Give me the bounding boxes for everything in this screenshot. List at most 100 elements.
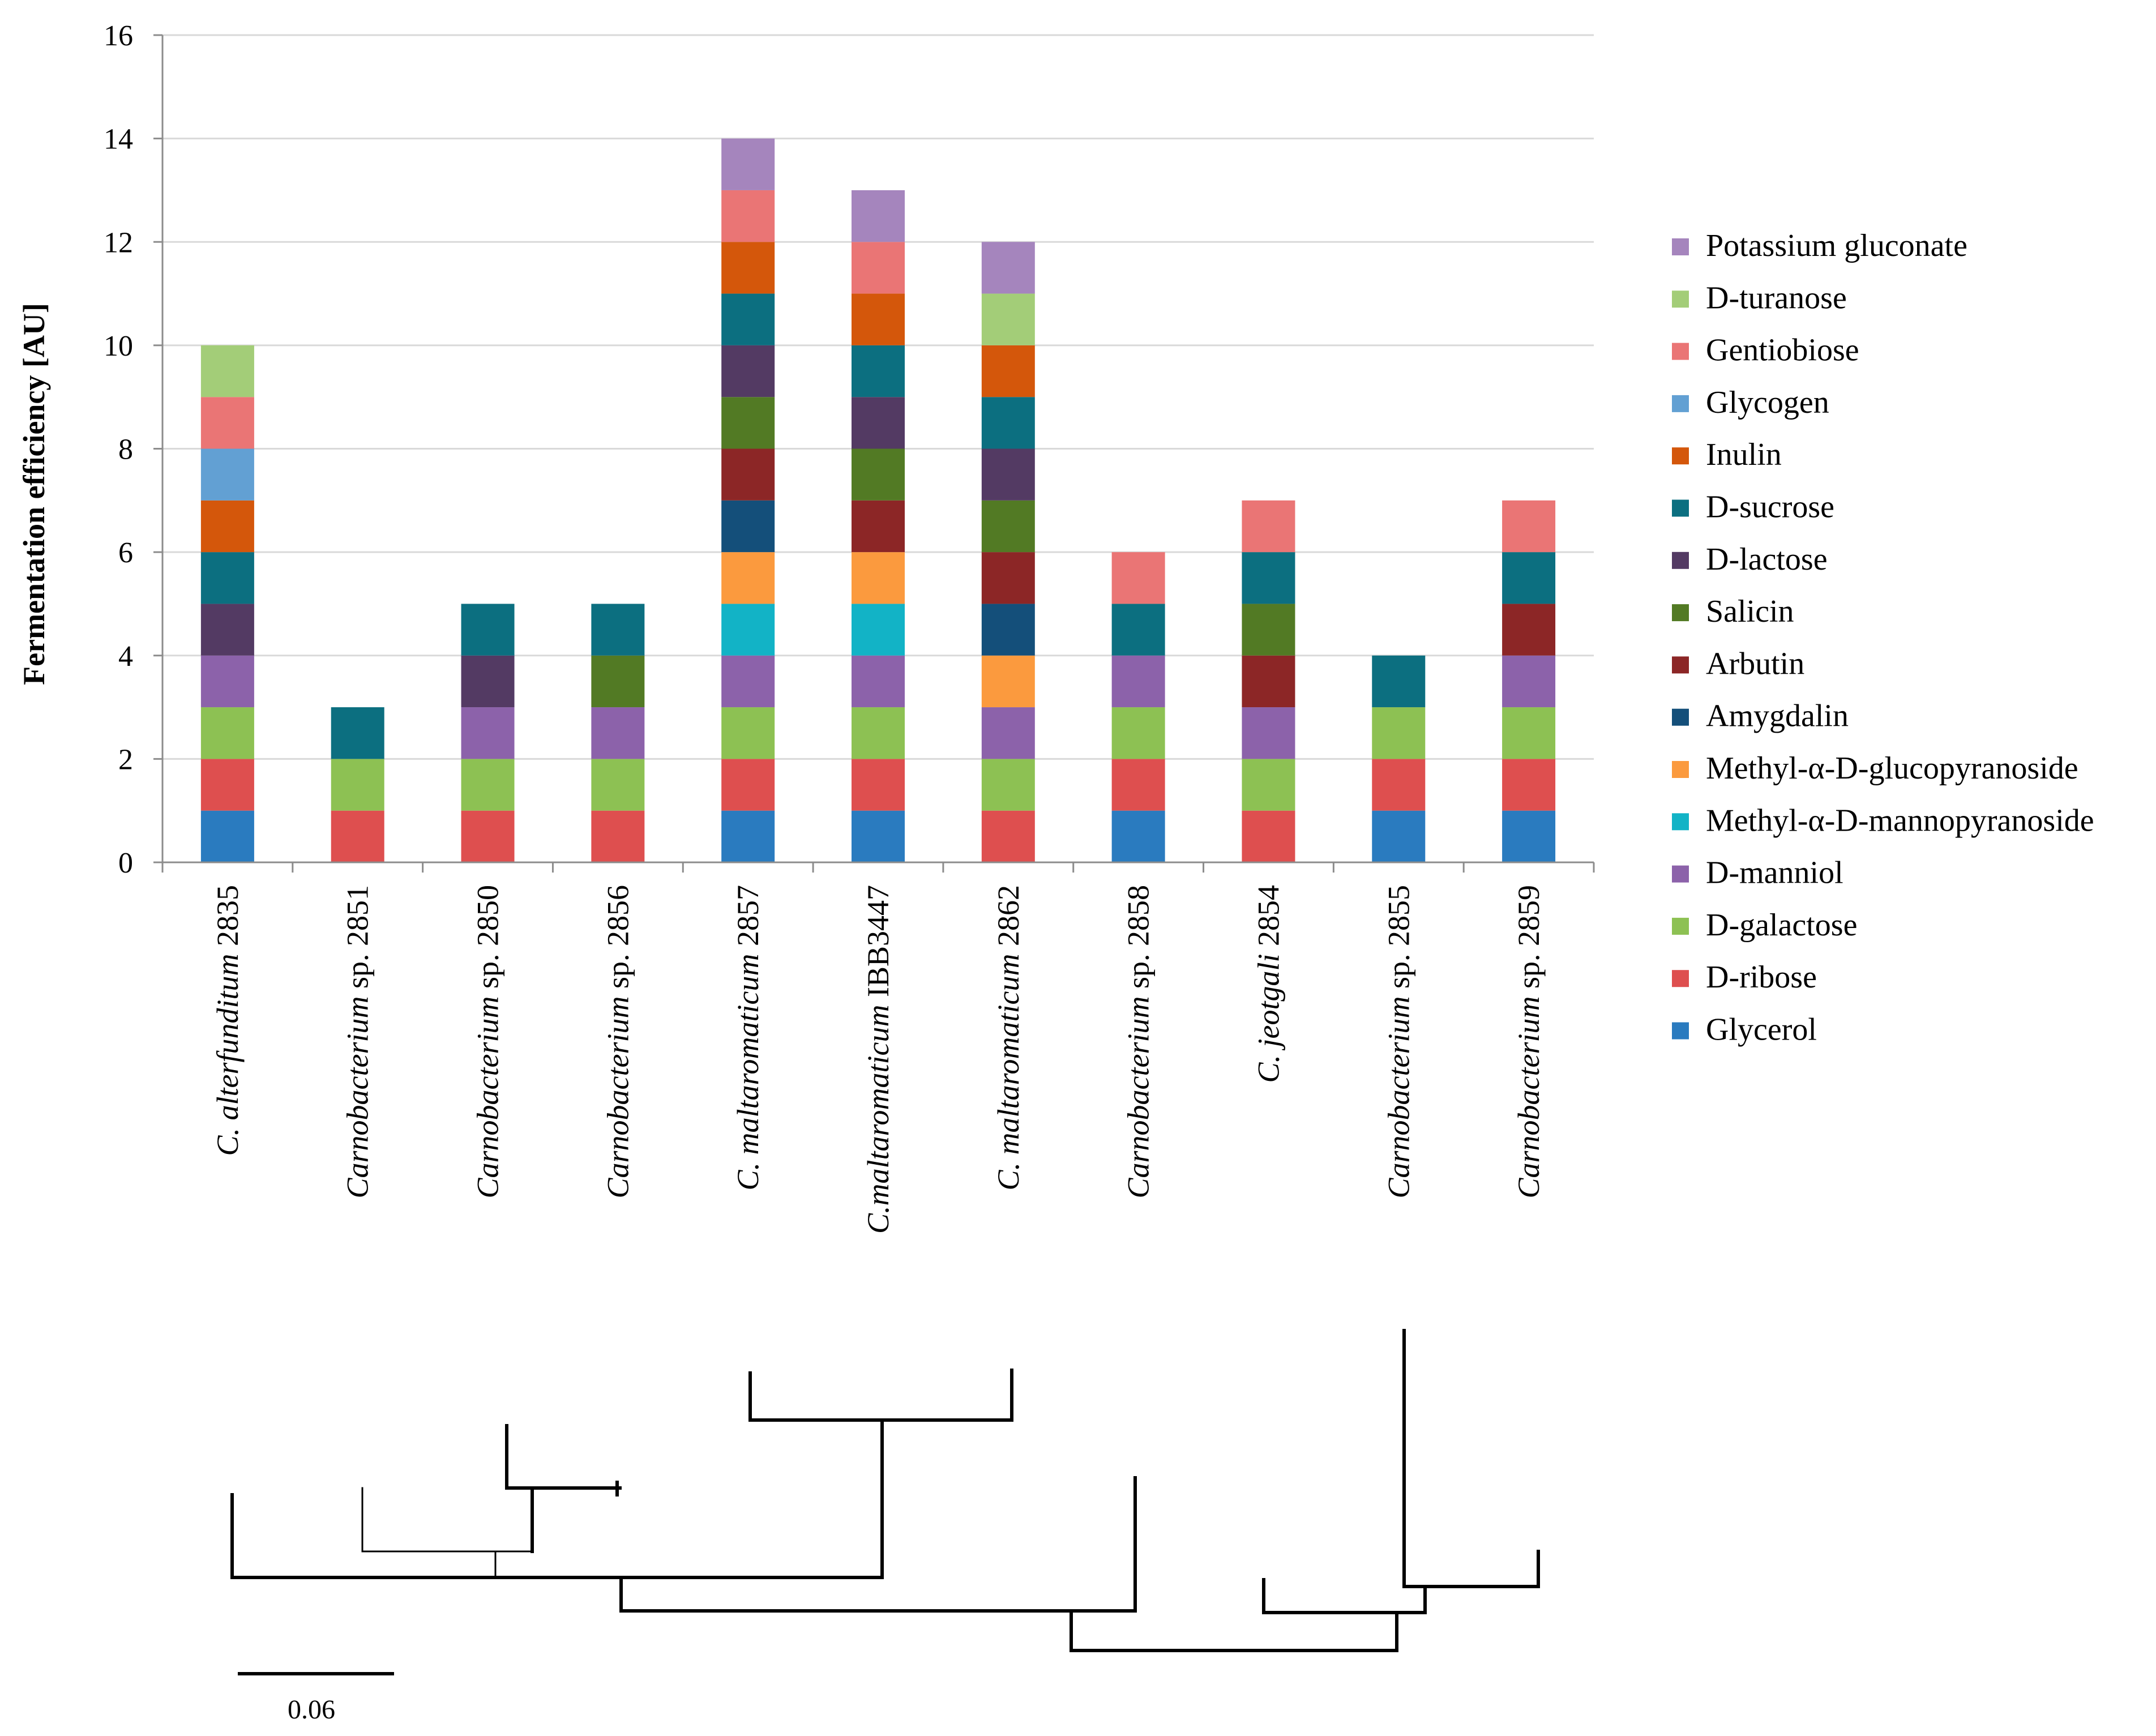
bar-segment — [721, 345, 775, 397]
x-tick-label: Carnobacterium sp. 2855 — [1381, 885, 1415, 1199]
legend-swatch — [1672, 865, 1689, 883]
bar-segment — [200, 345, 254, 397]
bar-segment — [1372, 707, 1426, 759]
legend-swatch — [1672, 604, 1689, 622]
bar-segment — [1372, 655, 1426, 708]
bar-segment — [981, 242, 1035, 294]
bar-segment — [200, 759, 254, 811]
bar-segment — [852, 810, 905, 862]
bar-segment — [1111, 552, 1165, 604]
bar-segment — [200, 500, 254, 553]
bar-segment — [591, 810, 645, 862]
bar-segment — [331, 707, 384, 759]
bar-segment — [1111, 655, 1165, 708]
legend-swatch — [1672, 343, 1689, 360]
bar-segment — [721, 138, 775, 190]
legend-label: D-manniol — [1706, 856, 1843, 891]
bar-segment — [461, 604, 515, 656]
bar-segment — [200, 448, 254, 501]
legend-swatch — [1672, 708, 1689, 726]
legend-label: D-ribose — [1706, 960, 1817, 995]
bar-segment — [461, 810, 515, 862]
legend-swatch — [1672, 499, 1689, 517]
bar-segment — [852, 655, 905, 708]
y-tick-label: 4 — [118, 640, 133, 673]
bar-segment — [1242, 810, 1295, 862]
legend-label: D-turanose — [1706, 280, 1847, 315]
bar-segment — [981, 293, 1035, 345]
bar-segment — [852, 500, 905, 553]
legend-label: Amygdalin — [1706, 699, 1849, 734]
legend-swatch — [1672, 656, 1689, 674]
bar-segment — [981, 500, 1035, 553]
bar-segment — [1502, 500, 1556, 553]
bar-segment — [721, 397, 775, 449]
bar-segment — [981, 397, 1035, 449]
y-tick-label: 14 — [104, 123, 133, 156]
legend-swatch — [1672, 1022, 1689, 1040]
bar-segment — [981, 552, 1035, 604]
y-tick-label: 12 — [104, 226, 133, 259]
x-tick-label: C. jeotgali 2854 — [1251, 885, 1285, 1083]
bar-segment — [721, 500, 775, 553]
bar-segment — [1111, 707, 1165, 759]
x-tick-label: Carnobacterium sp. 2859 — [1512, 885, 1546, 1199]
bar-segment — [1111, 810, 1165, 862]
bar-segment — [721, 655, 775, 708]
legend-swatch — [1672, 813, 1689, 831]
bar-segment — [721, 448, 775, 501]
bar-segment — [1242, 604, 1295, 656]
bar-segment — [591, 707, 645, 759]
bar-segment — [852, 759, 905, 811]
bar-segment — [852, 242, 905, 294]
bar-segment — [1242, 500, 1295, 553]
bar-segment — [200, 655, 254, 708]
bar-segment — [721, 552, 775, 604]
bar-segment — [1502, 552, 1556, 604]
bar-segment — [591, 655, 645, 708]
y-axis-title: Fermentation efficiency [AU] — [17, 303, 51, 685]
legend-label: Methyl-α-D-mannopyranoside — [1706, 803, 2094, 838]
bar-segment — [200, 707, 254, 759]
legend-label: Arbutin — [1706, 646, 1804, 681]
bar-segment — [981, 448, 1035, 501]
legend-label: Potassium gluconate — [1706, 228, 1967, 263]
bar-segment — [721, 293, 775, 345]
bar-segment — [461, 655, 515, 708]
legend-label: Glycerol — [1706, 1012, 1817, 1047]
y-tick-label: 6 — [118, 537, 133, 569]
bar-segment — [852, 604, 905, 656]
bar-segment — [1502, 707, 1556, 759]
bar-segment — [200, 810, 254, 862]
bar-segment — [852, 293, 905, 345]
legend-label: D-lactose — [1706, 542, 1828, 577]
bar-segment — [1372, 759, 1426, 811]
bar-segment — [200, 552, 254, 604]
y-tick-label: 16 — [104, 20, 133, 52]
bar-segment — [981, 604, 1035, 656]
bar-segment — [1502, 604, 1556, 656]
bar-segment — [721, 190, 775, 242]
bar-segment — [852, 345, 905, 397]
legend-label: D-galactose — [1706, 908, 1857, 943]
legend-swatch — [1672, 970, 1689, 987]
legend-swatch — [1672, 447, 1689, 465]
scale-bar-label: 0.06 — [288, 1695, 335, 1725]
bar-segment — [200, 397, 254, 449]
bar-segment — [721, 242, 775, 294]
x-tick-label: Carnobacterium sp. 2858 — [1122, 885, 1156, 1199]
bar-segment — [721, 810, 775, 862]
bar-segment — [331, 759, 384, 811]
bar-segment — [852, 448, 905, 501]
legend-swatch — [1672, 761, 1689, 778]
legend-label: Salicin — [1706, 594, 1794, 629]
legend-swatch — [1672, 290, 1689, 308]
bar-segment — [981, 810, 1035, 862]
legend-label: D-sucrose — [1706, 490, 1834, 525]
legend-label: Gentiobiose — [1706, 333, 1859, 368]
x-tick-label: C.maltaromaticum IBB3447 — [861, 885, 895, 1234]
bar-segment — [981, 707, 1035, 759]
bar-segment — [852, 552, 905, 604]
bar-segment — [981, 655, 1035, 708]
